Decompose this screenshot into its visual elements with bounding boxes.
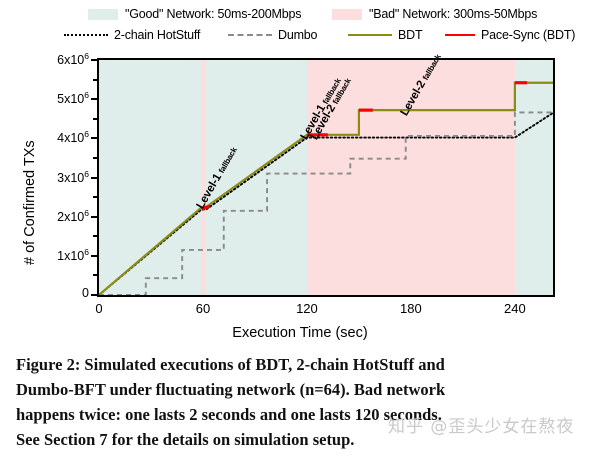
y-tick-label: 5x106 xyxy=(57,90,89,107)
y-tick xyxy=(91,176,97,179)
legend-label-dumbo: Dumbo xyxy=(278,28,318,42)
figure-caption: Figure 2: Simulated executions of BDT, 2… xyxy=(16,352,586,452)
legend-item-bad-network: "Bad" Network: 300ms-50Mbps xyxy=(332,7,537,21)
series-pace-sync-bdt-segment xyxy=(200,204,211,211)
x-axis-title: Execution Time (sec) xyxy=(232,325,368,341)
y-tick xyxy=(91,254,97,257)
legend-label-good-network: "Good" Network: 50ms-200Mbps xyxy=(125,7,302,21)
y-minor-tick xyxy=(93,274,97,277)
series-lines xyxy=(99,81,553,295)
y-axis-title: # of Confirmed TXs xyxy=(22,140,38,265)
band-good-3 xyxy=(514,60,553,295)
good-network-swatch xyxy=(88,8,118,20)
legend-item-dumbo: Dumbo xyxy=(228,28,317,42)
y-tick xyxy=(91,215,97,218)
x-tick-label: 60 xyxy=(195,301,211,316)
x-tick-label: 240 xyxy=(504,301,526,316)
watermark: 知乎 @歪头少女在熬夜 xyxy=(388,417,575,437)
legend-label-bad-network: "Bad" Network: 300ms-50Mbps xyxy=(369,7,538,21)
y-tick xyxy=(91,98,97,101)
caption-line-1: Figure 2: Simulated executions of BDT, 2… xyxy=(16,355,445,374)
x-tick-label: 0 xyxy=(95,301,103,316)
band-good-1 xyxy=(99,60,202,295)
plot-area xyxy=(97,58,555,297)
band-good-2 xyxy=(206,60,307,295)
y-minor-tick xyxy=(93,117,97,120)
legend-item-hotstuff: 2-chain HotStuff xyxy=(64,28,200,42)
y-minor-tick xyxy=(93,156,97,159)
y-tick xyxy=(91,137,97,140)
bad-network-swatch xyxy=(332,8,362,20)
series-2-chain-hotstuff xyxy=(99,111,553,295)
y-tick xyxy=(91,59,97,61)
caption-line-3: happens twice: one lasts 2 seconds and o… xyxy=(16,405,442,424)
legend-item-bdt: BDT xyxy=(348,28,423,42)
y-tick-label: 4x106 xyxy=(57,129,89,146)
legend-item-pace-sync: Pace-Sync (BDT) xyxy=(445,28,575,42)
band-bad-2 xyxy=(306,60,515,295)
y-tick-label: 1x106 xyxy=(57,246,89,263)
legend-label-pace-sync: Pace-Sync (BDT) xyxy=(481,28,576,42)
caption-line-4: See Section 7 for the details on simulat… xyxy=(16,430,355,449)
x-tick-label: 180 xyxy=(400,301,422,316)
chart-legend: "Good" Network: 50ms-200Mbps "Bad" Netwo… xyxy=(0,0,600,48)
y-minor-tick xyxy=(93,196,97,199)
legend-item-good-network: "Good" Network: 50ms-200Mbps xyxy=(88,7,301,21)
x-tick-label: 120 xyxy=(296,301,318,316)
y-tick-label: 6x106 xyxy=(57,51,89,68)
legend-label-hotstuff: 2-chain HotStuff xyxy=(114,28,201,42)
series-dumbo xyxy=(99,111,553,295)
legend-label-bdt: BDT xyxy=(398,28,423,42)
y-tick xyxy=(91,294,97,296)
y-tick-label: 3x106 xyxy=(57,168,89,185)
y-tick-label: 2x106 xyxy=(57,207,89,224)
y-minor-tick xyxy=(93,235,97,238)
y-minor-tick xyxy=(93,78,97,81)
y-tick-label: 0 xyxy=(82,286,89,300)
band-bad-1 xyxy=(201,60,207,295)
caption-line-2: Dumbo-BFT under fluctuating network (n=6… xyxy=(16,380,446,399)
